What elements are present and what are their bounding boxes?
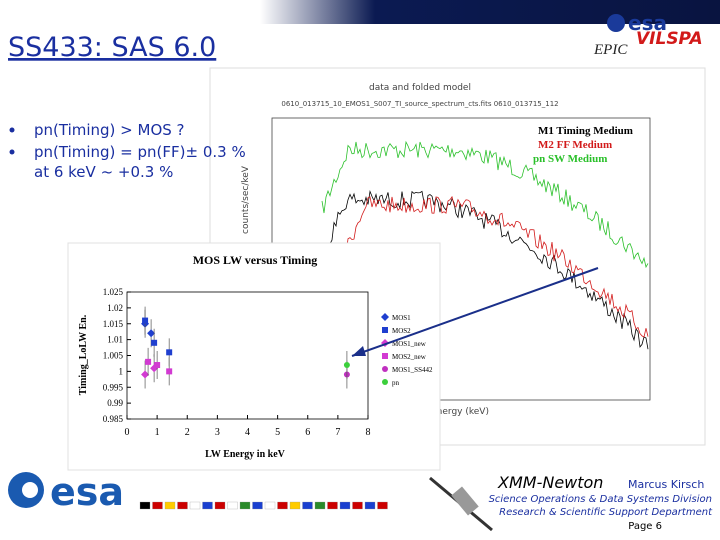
inset-frame bbox=[67, 242, 441, 471]
legend-entry: MOS1_new bbox=[392, 340, 427, 348]
x-tick-label: 2 bbox=[185, 427, 190, 438]
flag bbox=[352, 501, 363, 510]
y-tick-label: 1.02 bbox=[107, 303, 123, 313]
logo-mark bbox=[607, 14, 625, 32]
x-tick-label: 3 bbox=[215, 427, 220, 438]
flag bbox=[364, 501, 376, 510]
flag bbox=[227, 501, 238, 510]
slide-title: SS433: SAS 6.0 bbox=[8, 32, 216, 63]
brand: EPIC bbox=[593, 42, 628, 58]
spectrum-subtitle: 0610_013715_10_EMOS1_S007_TI_source_spec… bbox=[281, 100, 558, 108]
bullet-text: pn(Timing) > MOS ? bbox=[34, 121, 185, 139]
legend-entry: pn SW Medium bbox=[533, 153, 607, 165]
point bbox=[151, 339, 158, 346]
flag bbox=[377, 501, 388, 510]
flag bbox=[214, 501, 226, 510]
point bbox=[142, 317, 149, 324]
flag bbox=[202, 501, 213, 510]
department: Research & Scientific Support Department bbox=[499, 507, 713, 518]
x-tick-label: 8 bbox=[366, 427, 371, 438]
point bbox=[382, 379, 388, 385]
flag bbox=[189, 501, 201, 510]
point bbox=[145, 358, 152, 365]
flag bbox=[289, 501, 301, 510]
flag bbox=[327, 501, 338, 510]
y-tick-label: 1.005 bbox=[103, 351, 124, 361]
flag bbox=[164, 501, 176, 510]
legend-entry: pn bbox=[392, 379, 400, 387]
y-tick-label: 0.99 bbox=[107, 398, 123, 408]
y-tick-label: 0.985 bbox=[103, 414, 124, 424]
subbrand: VILSPA bbox=[636, 29, 703, 49]
bullet bbox=[9, 149, 15, 155]
pointer-arrow bbox=[351, 267, 599, 357]
legend-entry: M1 Timing Medium bbox=[538, 125, 633, 137]
footer-logo-mark bbox=[22, 482, 38, 498]
flag bbox=[314, 501, 326, 510]
header-band bbox=[260, 0, 720, 24]
flags bbox=[139, 501, 388, 510]
y-tick-label: 1.015 bbox=[103, 319, 124, 329]
y-tick-label: 1 bbox=[119, 366, 124, 376]
flag bbox=[339, 501, 351, 510]
y-tick-label: 0.995 bbox=[103, 382, 124, 392]
flag bbox=[264, 501, 276, 510]
x-tick-label: 5 bbox=[275, 427, 280, 438]
inset-chart: MOS LW versus Timing LW Energy in keV Ti… bbox=[67, 242, 441, 471]
flag bbox=[139, 501, 151, 510]
flag bbox=[239, 501, 251, 510]
spectrum-title: data and folded model bbox=[369, 83, 471, 93]
bullet-text: at 6 keV ~ +0.3 % bbox=[34, 163, 173, 181]
spectrum-trace bbox=[339, 195, 649, 338]
flag bbox=[177, 501, 188, 510]
x-tick-label: 6 bbox=[305, 427, 310, 438]
arrow-head bbox=[352, 346, 366, 356]
satellite bbox=[451, 486, 479, 516]
footer-logo: esa bbox=[50, 470, 124, 514]
inset-x-label: LW Energy in keV bbox=[205, 449, 286, 460]
point bbox=[141, 370, 150, 379]
x-tick-label: 1 bbox=[155, 427, 160, 438]
spectrum-x-label: Energy (keV) bbox=[431, 407, 489, 417]
mission: XMM-Newton bbox=[497, 473, 603, 492]
page-number: Page 6 bbox=[628, 521, 662, 532]
x-tick-label: 7 bbox=[335, 427, 340, 438]
point bbox=[343, 362, 350, 369]
flag bbox=[277, 501, 288, 510]
y-tick-label: 1.025 bbox=[103, 287, 124, 297]
point bbox=[147, 329, 156, 338]
legend-entry: MOS2_new bbox=[392, 353, 427, 361]
inset-y-label: Timing_LoLW En. bbox=[78, 314, 89, 395]
point bbox=[382, 366, 388, 372]
division: Science Operations & Data Systems Divisi… bbox=[489, 494, 712, 505]
x-tick-label: 4 bbox=[245, 427, 250, 438]
legend-entry: MOS2 bbox=[392, 327, 411, 335]
top-logo: esa bbox=[628, 11, 667, 35]
flag bbox=[152, 501, 163, 510]
point bbox=[382, 327, 388, 333]
spectrum-trace bbox=[321, 140, 649, 269]
legend-entry: MOS1 bbox=[392, 314, 411, 322]
flag bbox=[252, 501, 263, 510]
point bbox=[382, 353, 388, 359]
point bbox=[166, 368, 173, 375]
flag bbox=[302, 501, 313, 510]
point bbox=[381, 313, 389, 321]
spectrum-y-label: counts/sec/keV bbox=[241, 165, 251, 234]
x-tick-label: 0 bbox=[125, 427, 130, 438]
point bbox=[166, 349, 173, 356]
legend-entry: MOS1_SS442 bbox=[392, 366, 433, 374]
spectrum-trace bbox=[319, 190, 649, 350]
author: Marcus Kirsch bbox=[628, 478, 704, 491]
inset-title: MOS LW versus Timing bbox=[193, 253, 318, 267]
legend-entry: M2 FF Medium bbox=[538, 139, 612, 151]
point bbox=[154, 362, 161, 369]
bullet-text: pn(Timing) = pn(FF)± 0.3 % bbox=[34, 143, 246, 161]
bullet bbox=[9, 127, 15, 133]
y-tick-label: 1.01 bbox=[107, 335, 123, 345]
